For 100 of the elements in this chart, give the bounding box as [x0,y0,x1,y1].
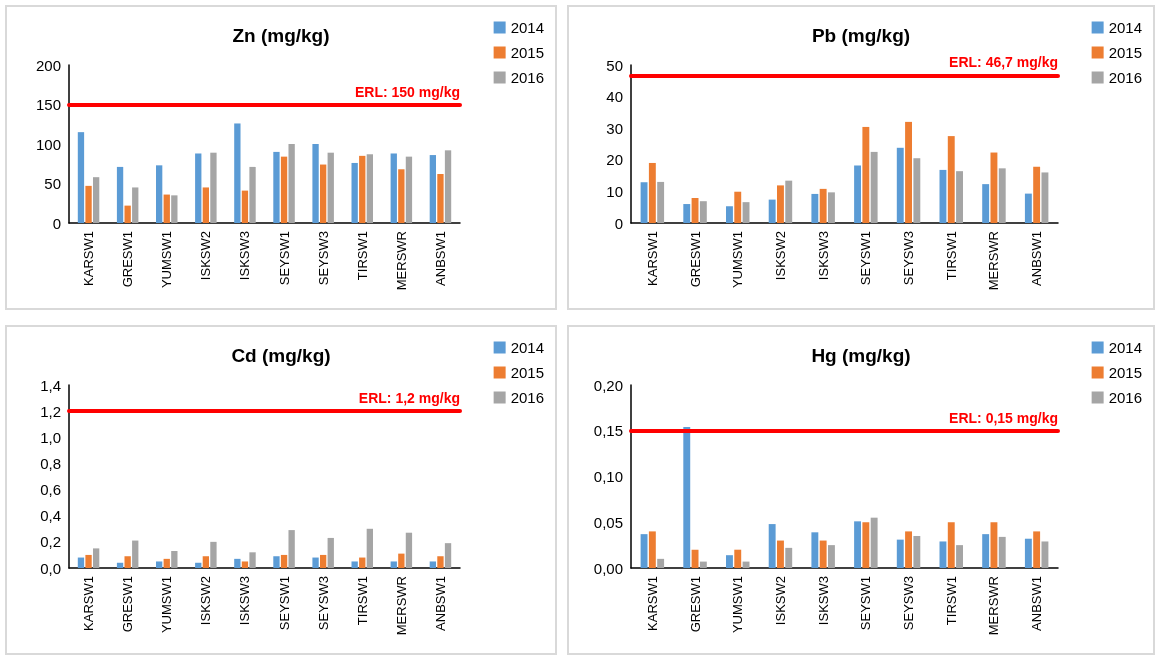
bar [359,557,366,568]
bar [444,543,452,568]
y-tick-label: 100 [35,135,61,153]
bar [351,162,358,223]
y-tick-label: 0,20 [593,376,623,394]
bar [366,154,373,223]
ref-line-label: ERL: 46,7 mg/kg [949,54,1058,71]
y-tick-label: 30 [606,119,623,137]
ref-line-label: ERL: 1,2 mg/kg [358,390,460,407]
bar [956,545,963,568]
bar [648,531,656,568]
bar [998,168,1006,223]
bar [811,532,819,568]
chart-title: Cd (mg/kg) [231,345,331,366]
x-tick-label: YUMSW1 [730,231,746,289]
bar [1033,531,1041,568]
x-tick-label: MERSWR [393,576,409,636]
bar [947,136,955,223]
bar [210,152,217,223]
bar [913,535,921,568]
bar [1024,538,1032,568]
bar [280,554,288,568]
bar [691,198,699,223]
y-tick-label: 50 [606,56,623,74]
bar [827,192,835,223]
y-tick-label: 1,2 [40,402,61,420]
bar [171,195,178,223]
y-tick-label: 0,15 [593,422,623,440]
bar [444,150,452,223]
bar [77,132,85,223]
bar [657,558,665,568]
bar [905,531,912,568]
bar [998,536,1006,568]
x-tick-label: ISKSW3 [815,231,831,281]
bar [77,557,85,568]
y-tick-label: 0,8 [40,454,61,472]
bar [195,562,202,568]
bar [982,184,990,223]
bar [210,541,217,568]
x-tick-label: ISKSW2 [772,576,788,626]
x-tick-label: TIRSW1 [943,576,959,626]
bar [699,201,707,223]
x-tick-label: ISKSW2 [772,231,788,281]
x-tick-label: SEYSW1 [276,231,292,286]
bar [648,162,656,223]
bar [319,554,327,568]
bar [734,549,742,568]
ref-line-label: ERL: 0,15 mg/kg [949,409,1058,426]
bar [132,540,139,568]
bar [699,561,707,568]
bar [819,540,827,568]
x-tick-label: ANBSW1 [1029,576,1045,631]
bar [819,188,827,223]
bar [202,187,210,223]
y-tick-label: 0,2 [40,533,61,551]
x-tick-label: SEYSW1 [276,576,292,631]
bar [429,155,437,223]
bar [683,204,691,223]
x-tick-label: KARSW1 [81,231,97,286]
legend-label: 2016 [510,389,545,406]
x-tick-label: ISKSW2 [198,231,214,281]
x-tick-label: TIRSW1 [354,231,370,281]
y-tick-label: 0,00 [593,559,623,577]
bar [990,152,998,223]
y-tick-label: 50 [44,175,61,192]
bar [777,540,784,568]
bar [870,151,878,223]
x-tick-label: MERSWR [986,231,1002,291]
bar [390,153,397,223]
x-tick-label: MERSWR [986,576,1002,636]
legend-label: 2014 [510,19,545,36]
bar [327,537,334,568]
bar [249,552,256,568]
legend-label: 2015 [1108,44,1143,61]
x-tick-label: MERSWR [393,231,409,291]
bar [241,190,249,223]
bar [405,156,413,223]
x-tick-label: KARSW1 [81,576,97,631]
x-tick-label: SEYSW3 [315,576,331,631]
legend-label: 2014 [1108,19,1143,36]
bar [288,144,295,223]
bar [398,169,405,223]
bar [1041,541,1049,568]
bar [116,166,124,223]
x-tick-label: TIRSW1 [354,576,370,626]
bar [726,206,733,223]
bar [195,153,202,223]
bar [896,147,904,223]
bar [640,182,648,223]
legend-label: 2016 [1108,69,1143,86]
x-tick-label: YUMSW1 [159,576,175,634]
chart-title: Pb (mg/kg) [811,25,911,46]
bar [827,545,835,568]
x-tick-label: SEYSW3 [901,231,917,286]
bar [273,151,280,223]
chart-title: Hg (mg/kg) [811,345,911,366]
x-tick-label: ISKSW3 [815,576,831,626]
y-tick-label: 10 [606,182,623,200]
bar [390,561,397,568]
x-tick-label: YUMSW1 [159,231,175,289]
